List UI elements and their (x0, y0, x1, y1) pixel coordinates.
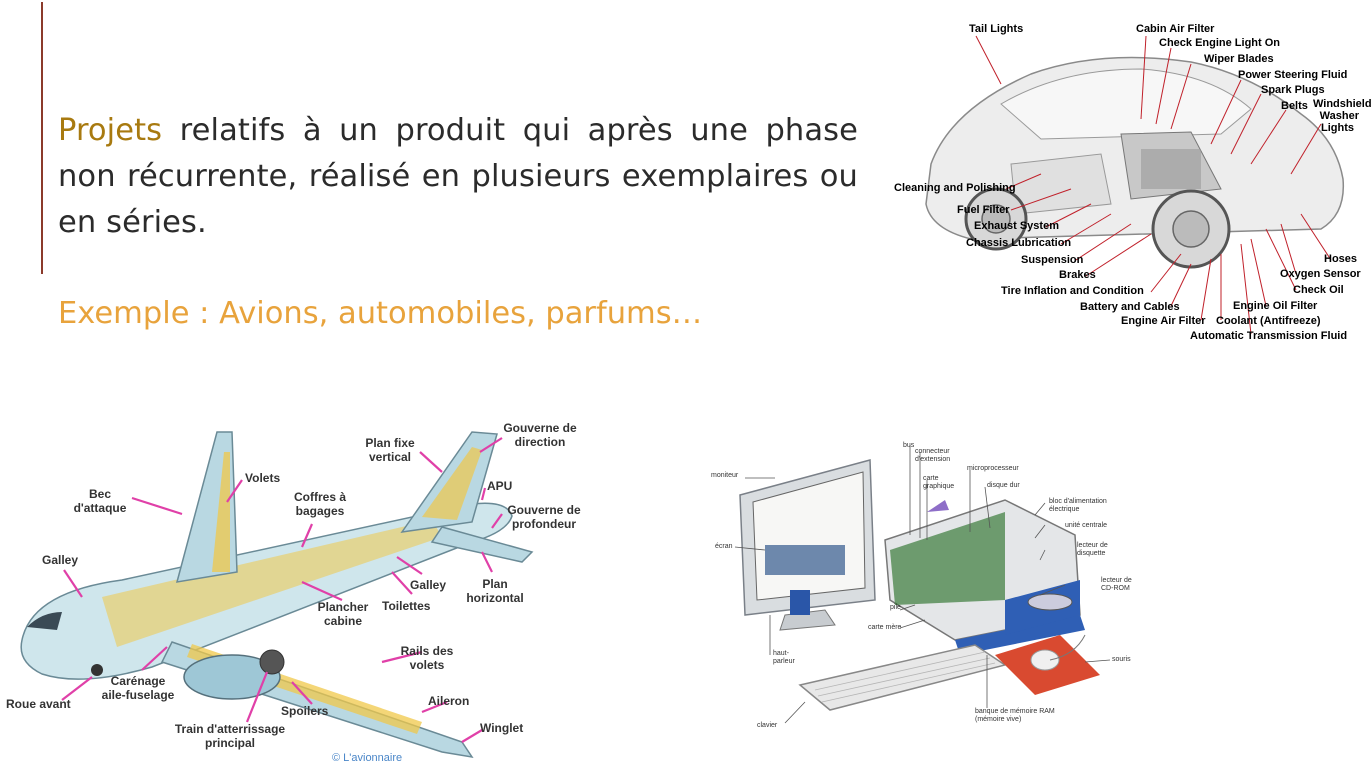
car-label: Coolant (Antifreeze) (1216, 315, 1321, 327)
body-paragraph: Projets relatifs à un produit qui après … (58, 108, 858, 246)
car-label: Tire Inflation and Condition (1001, 285, 1144, 297)
car-label: Power Steering Fluid (1238, 69, 1348, 81)
computer-label: carte graphique (923, 475, 955, 490)
car-illustration (925, 35, 1345, 335)
car-label: Oxygen Sensor (1280, 268, 1361, 280)
airplane-label: Gouverne de profondeur (507, 503, 581, 531)
airplane-label: Plancher cabine (317, 600, 369, 628)
airplane-label: Rails des volets (400, 644, 454, 672)
computer-label: pile (890, 604, 901, 611)
computer-label: haut-parleur (773, 650, 795, 665)
computer-label: moniteur (711, 472, 739, 479)
computer-label: disque dur (987, 482, 1020, 489)
airplane-label: Galley (410, 578, 447, 592)
example-line: Exemple : Avions, automobiles, parfums… (58, 296, 702, 331)
computer-label: clavier (757, 722, 778, 729)
computer-label: unité centrale (1065, 522, 1108, 529)
computer-illustration (734, 445, 1111, 724)
car-label: Check Oil (1293, 284, 1344, 296)
computer-figure: moniteur bus connecteur d'extension cart… (705, 440, 1145, 740)
car-label: Hoses (1324, 253, 1358, 265)
airplane-label: Plan horizontal (466, 577, 524, 605)
airplane-label: Coffres à bagages (293, 490, 346, 518)
computer-label: lecteur de disquette (1077, 542, 1108, 557)
computer-label: écran (715, 543, 733, 550)
computer-label: carte mère (868, 624, 902, 631)
computer-label: souris (1112, 656, 1131, 663)
airplane-label: Plan fixe vertical (365, 436, 415, 464)
computer-label: lecteur de CD-ROM (1101, 577, 1132, 592)
computer-label: banque de mémoire RAM (mémoire vive) (975, 708, 1055, 723)
car-label: Cabin Air Filter (1136, 23, 1215, 35)
car-figure: Tail Lights Cabin Air Filter Check Engin… (891, 14, 1372, 354)
car-label: Automatic Transmission Fluid (1190, 330, 1348, 342)
car-label: Cleaning and Polishing (894, 182, 1016, 194)
computer-label: microprocesseur (967, 465, 1019, 472)
airplane-label: Carénage aile-fuselage (101, 674, 175, 702)
airplane-credit: © L'avionnaire (332, 752, 403, 764)
car-label: Check Engine Light On (1159, 37, 1281, 49)
car-label: Engine Oil Filter (1233, 300, 1318, 312)
car-label: Wiper Blades (1204, 53, 1274, 65)
example-text: Avions, automobiles, parfums… (209, 296, 703, 331)
paragraph-text: relatifs à un produit qui après une phas… (58, 113, 858, 240)
airplane-label: Roue avant (6, 697, 71, 711)
airplane-label: Train d'atterrissage principal (174, 722, 286, 750)
car-label: Chassis Lubrication (966, 237, 1072, 249)
highlight-word: Projets (58, 113, 163, 148)
car-label: Battery and Cables (1080, 301, 1180, 313)
airplane-label: Bec d'attaque (73, 487, 127, 515)
example-label: Exemple : (58, 296, 210, 331)
airplane-label: APU (487, 479, 513, 493)
airplane-label: Galley (42, 553, 79, 567)
car-label: Brakes (1059, 269, 1096, 281)
airplane-label: Aileron (428, 694, 470, 708)
accent-rule (41, 2, 43, 274)
car-label: Spark Plugs (1261, 84, 1325, 96)
airplane-label: Toilettes (382, 599, 431, 613)
car-label: Engine Air Filter (1121, 315, 1206, 327)
car-label: Suspension (1021, 254, 1084, 266)
car-label: Lights (1321, 122, 1354, 134)
car-label: Belts (1281, 100, 1308, 112)
car-label: Windshield Washer (1313, 98, 1372, 122)
airplane-label: Spoilers (281, 704, 329, 718)
airplane-label: Gouverne de direction (503, 421, 577, 449)
car-label: Tail Lights (969, 23, 1024, 35)
airplane-label: Volets (245, 471, 281, 485)
computer-label: connecteur d'extension (915, 448, 951, 463)
car-label: Fuel Filter (957, 204, 1010, 216)
car-label: Exhaust System (974, 220, 1059, 232)
airplane-illustration (20, 431, 534, 759)
airplane-label: Winglet (480, 721, 524, 735)
computer-label: bus (903, 442, 915, 449)
computer-label: bloc d'alimentation électrique (1049, 498, 1107, 513)
airplane-figure: Gouverne de direction Plan fixe vertical… (2, 412, 592, 768)
